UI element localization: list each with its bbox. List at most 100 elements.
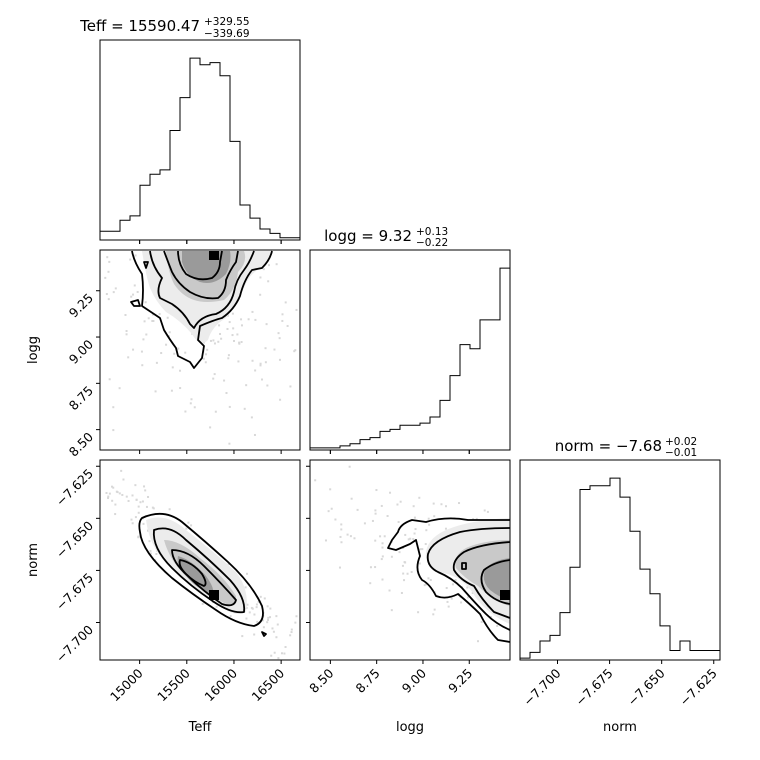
scatter-point (259, 364, 262, 367)
scatter-point (114, 503, 117, 506)
contour-outer (387, 517, 511, 643)
scatter-point (107, 298, 110, 301)
x-tick-label-norm: −7.625 (677, 666, 720, 709)
scatter-point (275, 263, 278, 266)
scatter-point (371, 519, 374, 522)
scatter-point (190, 524, 193, 527)
scatter-point (413, 516, 416, 519)
scatter-point (132, 348, 135, 351)
scatter-point (275, 636, 278, 639)
scatter-point (118, 387, 121, 390)
panel-teff-vs-norm (105, 469, 298, 660)
scatter-point (265, 323, 268, 326)
scatter-point (281, 313, 284, 316)
scatter-point (108, 260, 111, 263)
scatter-point (396, 503, 399, 506)
scatter-point (444, 527, 447, 530)
scatter-point (418, 496, 421, 499)
scatter-point (314, 479, 317, 482)
scatter-point (460, 601, 463, 604)
scatter-point (278, 337, 281, 340)
title-norm-plus: +0.02 (665, 436, 697, 448)
scatter-point (105, 491, 108, 494)
scatter-point (262, 268, 265, 271)
y-tick-label-norm: −7.675 (53, 570, 96, 613)
title-logg-minus: −0.22 (416, 237, 448, 249)
scatter-point (214, 410, 217, 413)
scatter-point (275, 615, 278, 618)
scatter-point (151, 313, 154, 316)
scatter-point (229, 615, 232, 618)
scatter-point (226, 314, 229, 317)
scatter-point (472, 518, 475, 521)
x-tick-label-logg: 9.00 (399, 665, 429, 695)
contour-4 (177, 250, 223, 281)
scatter-point (220, 337, 223, 340)
contour-outer (138, 512, 264, 627)
scatter-point (213, 342, 216, 345)
scatter-point (106, 256, 109, 259)
scatter-point (450, 597, 453, 600)
scatter-point (294, 349, 297, 352)
scatter-point (134, 254, 137, 257)
scatter-point (273, 348, 276, 351)
scatter-point (125, 495, 128, 498)
scatter-point (250, 416, 253, 419)
scatter-point (246, 572, 249, 575)
scatter-point (131, 522, 134, 525)
scatter-point (254, 369, 257, 372)
scatter-point (245, 617, 248, 620)
scatter-point (256, 620, 259, 623)
scatter-point (390, 609, 393, 612)
scatter-point (440, 503, 443, 506)
contour-2 (152, 527, 246, 614)
ylabel-logg: logg (26, 336, 41, 364)
scatter-point (141, 364, 144, 367)
scatter-point (369, 582, 372, 585)
scatter-point (145, 333, 148, 336)
scatter-point (226, 328, 229, 331)
contour-small-1 (143, 261, 149, 269)
xlabel-logg: logg (396, 720, 424, 735)
scatter-point (419, 548, 422, 551)
title-teff-plus: +329.55 (204, 16, 250, 28)
scatter-point (406, 572, 409, 575)
y-tick-label-norm: −7.700 (53, 622, 96, 665)
scatter-point (154, 390, 157, 393)
scatter-point (238, 341, 241, 344)
density-peak (209, 590, 219, 600)
y-tick-label-logg: 8.75 (66, 383, 96, 413)
frame-logg-hist (309, 249, 511, 451)
x-tick-label-teff: 16000 (201, 665, 240, 704)
scatter-point (404, 533, 407, 536)
y-tick-label-norm: −7.625 (53, 466, 96, 509)
contour-small (261, 631, 267, 637)
title-norm-minus: −0.01 (665, 447, 697, 459)
scatter-point (140, 350, 143, 353)
contour-3 (452, 541, 511, 619)
scatter-point (429, 578, 432, 581)
density-peak (500, 590, 510, 600)
x-tick-label-norm: −7.650 (624, 665, 667, 708)
scatter-point (240, 341, 243, 344)
scatter-point (179, 369, 182, 372)
scatter-point (227, 354, 230, 357)
scatter-point (247, 318, 250, 321)
scatter-point (201, 602, 204, 605)
frame-teff-hist (99, 39, 301, 241)
scatter-point (286, 324, 289, 327)
scatter-point (414, 528, 417, 531)
scatter-point (264, 347, 267, 350)
scatter-point (127, 499, 130, 502)
scatter-point (374, 539, 377, 542)
scatter-point (219, 332, 222, 335)
scatter-point (281, 319, 284, 322)
scatter-point (432, 613, 435, 616)
scatter-point (399, 500, 402, 503)
scatter-point (245, 606, 248, 609)
scatter-point (280, 652, 283, 655)
scatter-point (390, 555, 393, 558)
scatter-point (245, 384, 248, 387)
scatter-point (144, 489, 147, 492)
scatter-point (136, 290, 139, 293)
